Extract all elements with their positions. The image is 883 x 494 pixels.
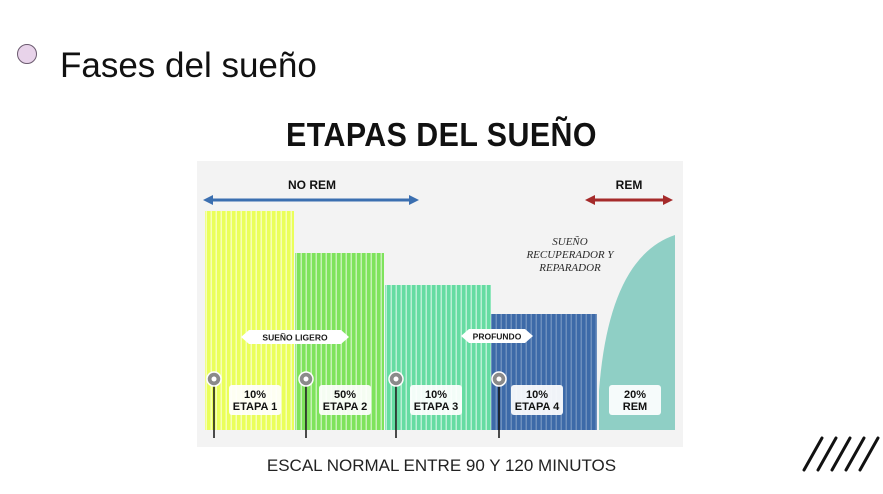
stage-value-label-1: 10%: [244, 389, 266, 401]
stage-category-label-1: ETAPA 1: [233, 401, 277, 413]
stage-value-label-3: 10%: [425, 389, 447, 401]
annotation-line-1: SUEÑO: [552, 236, 588, 248]
stage-category-label-5: REM: [623, 401, 647, 413]
stage-category-label-4: ETAPA 4: [515, 401, 560, 413]
band-label-profundo-text: PROFUNDO: [473, 332, 522, 342]
stage-value-label-4: 10%: [526, 389, 548, 401]
slide-title: Fases del sueño: [60, 46, 317, 86]
phase-label-no-rem: NO REM: [288, 178, 336, 192]
stage-pin-dot-2: [304, 377, 309, 382]
stage-pin-dot-4: [497, 377, 502, 382]
stage-value-label-2: 50%: [334, 389, 356, 401]
sleep-stages-chart: NO REM REM SUEÑO LIGERO PROFUNDO SUEÑORECUPE…: [197, 161, 683, 447]
band-label-profundo: PROFUNDO: [461, 329, 533, 343]
slash-decoration-icon: [800, 434, 880, 474]
annotation-line-2: RECUPERADOR Y: [525, 249, 615, 261]
band-label-sueno-ligero: SUEÑO LIGERO: [241, 330, 349, 344]
stage-label-5: 20%REM: [609, 385, 661, 415]
bullet-circle-icon: [17, 44, 37, 64]
chart-caption: ESCAL NORMAL ENTRE 90 Y 120 MINUTOS: [0, 456, 883, 476]
annotation-line-3: REPARADOR: [538, 262, 601, 274]
stage-category-label-3: ETAPA 3: [414, 401, 458, 413]
phase-label-rem: REM: [616, 178, 643, 192]
stage-value-label-5: 20%: [624, 389, 646, 401]
chart-title: ETAPAS DEL SUEÑO: [35, 116, 847, 154]
stage-category-label-2: ETAPA 2: [323, 401, 367, 413]
stage-pin-dot-3: [394, 377, 399, 382]
band-label-sueno-ligero-text: SUEÑO LIGERO: [262, 333, 328, 343]
stage-pin-dot-1: [212, 377, 217, 382]
